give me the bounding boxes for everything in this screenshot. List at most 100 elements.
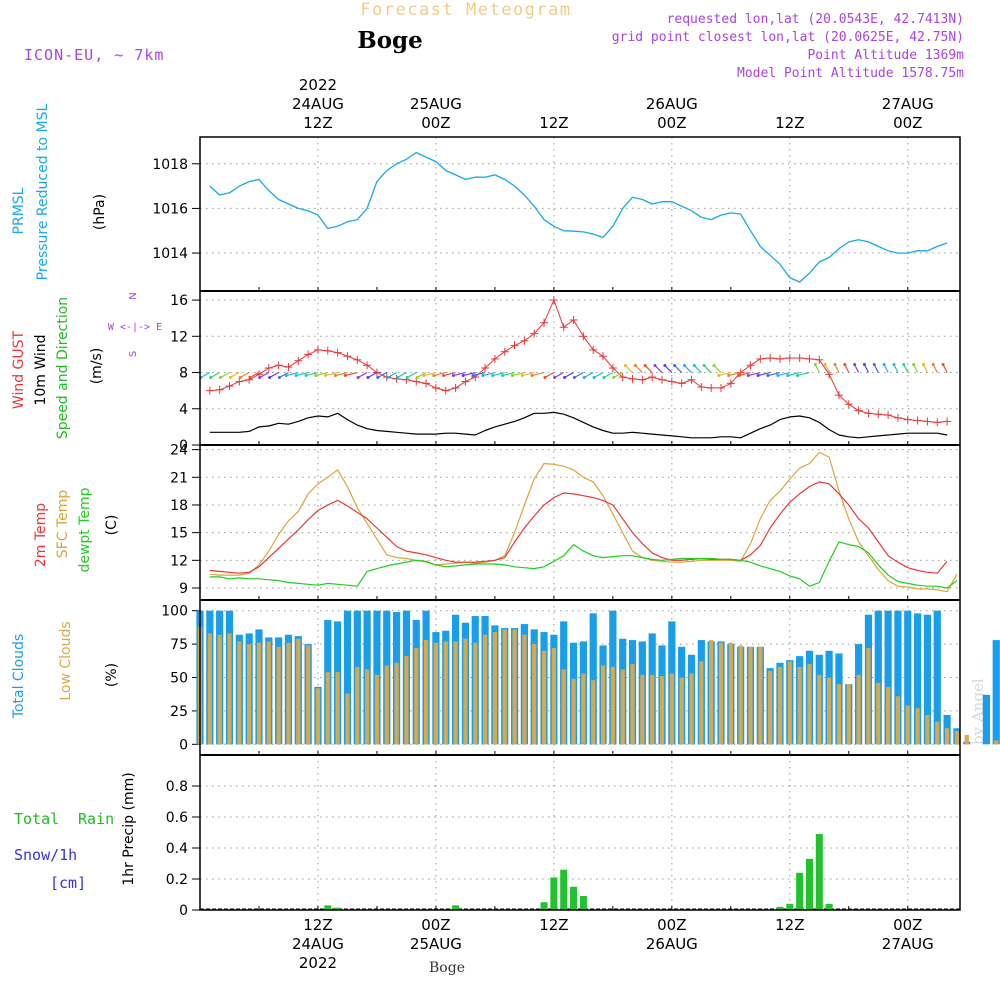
- gust-marker: [766, 354, 775, 363]
- gust-marker: [412, 377, 421, 386]
- gust-marker: [599, 352, 608, 361]
- gust-marker: [333, 348, 342, 357]
- gust-marker: [274, 361, 283, 370]
- wind-gust-title: Wind GUST: [11, 330, 27, 409]
- low-cloud-bar: [365, 669, 370, 745]
- time-label: 12Z: [775, 114, 804, 132]
- wind-arrow: [892, 363, 899, 373]
- gust-marker: [323, 346, 332, 355]
- low-cloud-bar: [709, 640, 714, 745]
- gust-marker: [775, 354, 784, 363]
- wind-arrow: [405, 372, 417, 380]
- gust-marker: [392, 374, 401, 383]
- wind-arrow: [912, 363, 919, 373]
- wind-dir-title: Speed and Direction: [55, 297, 71, 439]
- total-cloud-bar: [589, 613, 597, 745]
- y-tick-label: 100: [161, 604, 188, 620]
- compass-n: N: [128, 292, 139, 299]
- low-cloud-bar: [492, 632, 497, 745]
- time-label: 00Z: [893, 916, 922, 934]
- low-cloud-bar: [423, 640, 429, 745]
- precip-panel: Total Rain Snow/1h [cm] 1hr Precip (mm) …: [14, 755, 960, 919]
- y-tick-label: 12: [170, 553, 188, 569]
- y-tick-label: 15: [170, 526, 188, 542]
- wind-arrow: [530, 371, 545, 378]
- low-cloud-bar: [846, 684, 851, 745]
- wind-arrow: [624, 364, 633, 373]
- gust-marker: [834, 391, 843, 400]
- wind-arrow: [343, 371, 358, 378]
- temperature-y-axis: 9 12 15 18 21 24: [170, 443, 909, 600]
- y-tick-label: 8: [179, 366, 188, 382]
- wind-arrow: [941, 363, 948, 373]
- y-tick-label: 21: [170, 470, 188, 486]
- low-cloud-bar: [994, 740, 999, 745]
- low-cloud-bar: [935, 721, 940, 745]
- low-cloud-bar: [748, 646, 753, 745]
- wind-arrow: [209, 372, 220, 380]
- low-cloud-bar: [836, 684, 842, 745]
- wind-arrow: [663, 364, 673, 373]
- total-cloud-bar: [982, 694, 990, 745]
- wind-arrow: [823, 363, 830, 373]
- gust-marker: [481, 364, 490, 372]
- y-tick-label: 9: [179, 581, 188, 597]
- gust-marker: [215, 385, 224, 394]
- wind-arrow: [314, 371, 328, 378]
- gust-marker: [726, 379, 735, 388]
- time-label: 26AUG: [646, 95, 698, 113]
- gust-marker: [422, 379, 431, 388]
- compass-we: W <-|-> E: [108, 322, 162, 333]
- rain-bar: [540, 902, 548, 910]
- precip-cm-label: [cm]: [50, 874, 86, 892]
- y-tick-label: 50: [170, 671, 188, 687]
- wind-arrow: [386, 372, 397, 380]
- wind-arrow: [481, 371, 496, 378]
- temp-unit: (C): [104, 515, 120, 536]
- time-label: 25AUG: [410, 95, 462, 113]
- low-cloud-bar: [453, 641, 458, 745]
- wind-arrow: [692, 364, 702, 373]
- gust-marker: [304, 350, 313, 359]
- wind-arrow: [756, 371, 771, 378]
- rain-bar: [579, 896, 587, 910]
- rain-bar: [334, 907, 342, 910]
- gust-marker: [716, 383, 725, 392]
- gust-marker: [363, 361, 372, 370]
- wind-arrow: [921, 363, 928, 373]
- rain-bar: [570, 886, 578, 910]
- wind-arrow: [653, 364, 663, 373]
- gust-marker: [874, 410, 883, 419]
- precip-rain-label: Rain: [78, 810, 114, 828]
- gust-marker: [559, 323, 568, 332]
- model-altitude: Model Point Altitude 1578.75m: [737, 66, 964, 81]
- total-cloud-bar: [923, 614, 932, 745]
- low-cloud-bar: [394, 662, 399, 745]
- y-tick-label: 0.8: [166, 779, 188, 795]
- rain-bar: [796, 872, 804, 910]
- wind-arrow: [238, 372, 250, 380]
- low-cloud-bar: [502, 629, 507, 745]
- wind-arrow: [702, 364, 712, 373]
- total-cloud-bar: [343, 610, 352, 745]
- clouds-panel: Total Clouds Low Clouds (%) 0 25 50 75 100: [11, 600, 1000, 755]
- low-cloud-bar: [640, 674, 645, 745]
- time-label: 12Z: [539, 916, 568, 934]
- low-cloud-bar: [925, 714, 930, 745]
- low-cloud-bar: [758, 646, 763, 745]
- dewpt-line: [209, 541, 958, 589]
- wind-arrow: [712, 364, 722, 373]
- y-tick-label: 0.2: [166, 872, 188, 888]
- gust-marker: [805, 354, 814, 363]
- wind-arrow: [356, 372, 368, 380]
- gust-marker: [205, 386, 214, 395]
- gust-marker: [549, 296, 558, 305]
- pressure-y-axis: 1014 1016 1018: [152, 157, 909, 291]
- gust-marker: [756, 354, 765, 363]
- wind-arrow: [862, 363, 869, 373]
- wind-arrow: [199, 372, 211, 380]
- pressure-line: [209, 151, 948, 283]
- low-cloud-bar: [296, 638, 301, 745]
- low-cloud-bar: [227, 633, 232, 745]
